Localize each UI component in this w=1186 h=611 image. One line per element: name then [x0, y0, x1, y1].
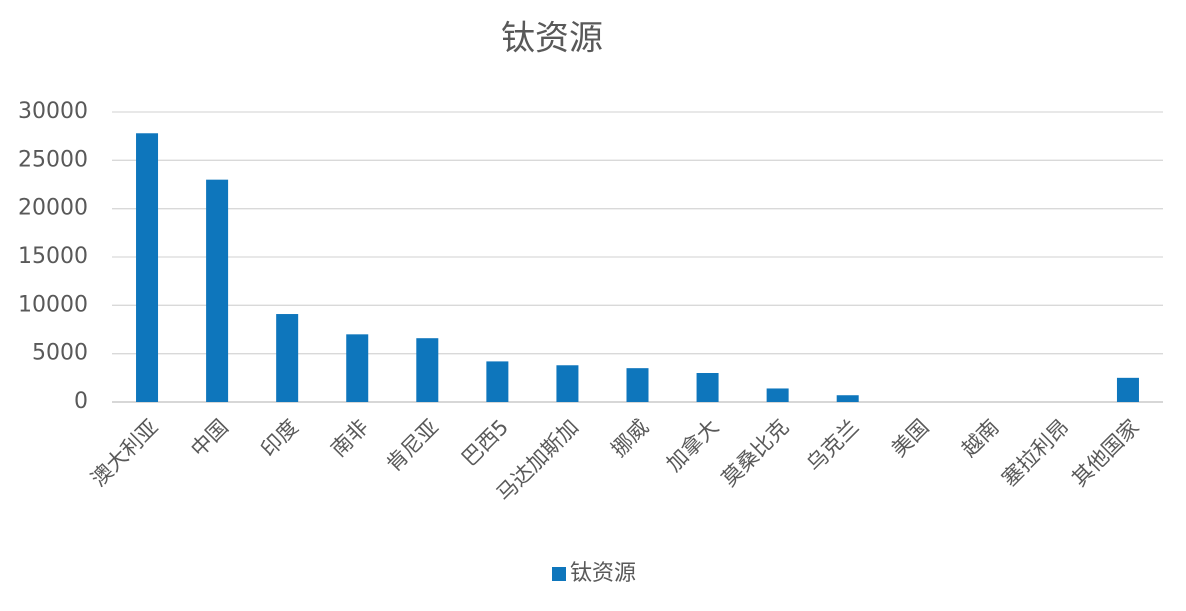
- x-tick-label: 加拿大: [662, 415, 724, 477]
- y-tick-label: 5000: [32, 341, 88, 366]
- x-tick-label: 其他国家: [1067, 415, 1143, 491]
- bar: [486, 361, 509, 402]
- x-tick-label: 南非: [326, 415, 373, 462]
- y-tick-label: 15000: [18, 244, 88, 269]
- y-tick-label: 25000: [18, 147, 88, 172]
- x-tick-label: 莫桑比克: [717, 415, 793, 491]
- bar: [206, 179, 229, 402]
- bar: [626, 368, 649, 402]
- bar: [556, 365, 579, 402]
- x-tick-label: 挪威: [607, 415, 654, 462]
- bar: [1116, 377, 1139, 402]
- x-tick-label: 印度: [256, 415, 303, 462]
- x-tick-label: 肯尼亚: [382, 415, 444, 477]
- bar: [346, 334, 369, 402]
- bar: [416, 338, 439, 402]
- x-tick-label: 乌克兰: [802, 415, 864, 477]
- legend-swatch: [552, 567, 566, 581]
- bar: [136, 133, 159, 402]
- x-tick-label: 美国: [887, 415, 934, 462]
- x-tick-label: 塞拉利昂: [997, 415, 1073, 491]
- y-tick-label: 10000: [18, 292, 88, 317]
- y-tick-label: 0: [74, 389, 88, 414]
- bar: [836, 395, 859, 402]
- x-tick-label: 越南: [957, 415, 1004, 462]
- y-tick-label: 30000: [18, 99, 88, 124]
- chart-title: 钛资源: [501, 19, 603, 59]
- x-tick-label: 中国: [186, 415, 233, 462]
- bar: [766, 388, 789, 402]
- legend-label: 钛资源: [570, 561, 636, 586]
- bar: [276, 314, 299, 402]
- y-tick-label: 20000: [18, 196, 88, 221]
- bar: [696, 373, 719, 402]
- x-tick-label: 澳大利亚: [86, 415, 162, 491]
- x-tick-label: 巴西5: [457, 415, 513, 471]
